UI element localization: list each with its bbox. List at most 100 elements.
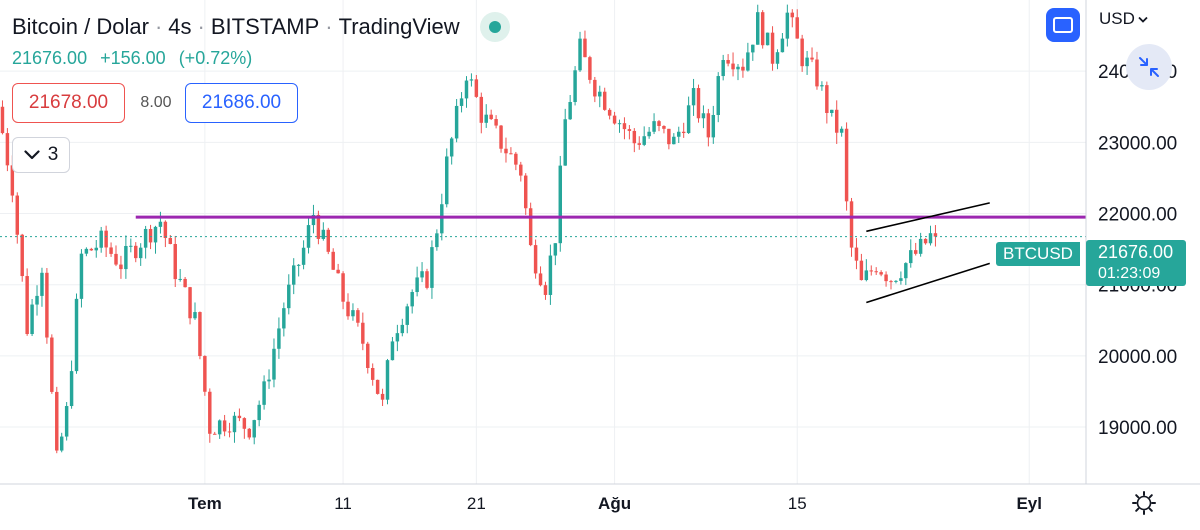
candle-body	[346, 301, 350, 317]
exchange-label: BITSTAMP	[210, 14, 320, 39]
candle-body	[637, 143, 641, 145]
candle-body	[163, 221, 168, 239]
candle-body	[800, 38, 804, 67]
candle-body	[805, 57, 809, 67]
candle-body	[134, 245, 138, 259]
candle-body	[479, 96, 484, 123]
time-tick-label: 11	[334, 494, 352, 513]
time-tick-label: 15	[788, 494, 807, 513]
candle-body	[138, 247, 143, 259]
candle-body	[15, 195, 20, 235]
candle-body	[775, 52, 780, 64]
candle-body	[686, 105, 691, 134]
candle-body	[178, 278, 182, 280]
last-price-tag-value: 21676.00	[1098, 242, 1174, 262]
candle-body	[405, 306, 409, 325]
candle-body	[143, 228, 148, 248]
candle-body	[410, 292, 414, 307]
candle-body	[173, 243, 177, 280]
symbol-name: Bitcoin / Dolar	[12, 14, 149, 39]
candle-body	[425, 271, 429, 288]
candle-body	[519, 164, 523, 176]
candle-body	[667, 128, 671, 145]
candle-body	[528, 208, 533, 246]
candle-body	[10, 165, 15, 196]
candle-body	[849, 201, 854, 248]
candle-body	[706, 113, 711, 138]
candle-body	[834, 109, 839, 133]
candle-body	[158, 221, 163, 227]
candle-body	[262, 381, 266, 405]
candle-body	[864, 270, 869, 281]
candle-body	[830, 109, 834, 114]
time-tick-label: Tem	[188, 494, 222, 513]
candle-body	[94, 247, 98, 251]
candle-body	[316, 214, 321, 239]
candle-body	[677, 131, 681, 137]
candle-body	[445, 156, 449, 205]
candle-body	[484, 114, 488, 123]
candle-body	[489, 114, 493, 120]
candle-body	[869, 270, 873, 272]
candle-body	[40, 272, 44, 296]
candle-body	[59, 436, 64, 451]
sell-button[interactable]: 21678.00	[12, 83, 125, 123]
candle-body	[844, 128, 849, 202]
time-axis: Tem 11 21 Ağu 15 Eyl	[188, 494, 1042, 513]
candle-body	[612, 115, 617, 124]
collapse-arrows-icon[interactable]	[1126, 44, 1172, 90]
candle-body	[548, 255, 553, 295]
candle-body	[790, 12, 795, 18]
candle-body	[306, 225, 311, 248]
candle-body	[84, 248, 89, 254]
candle-body	[909, 250, 913, 264]
separator-dot: ·	[325, 14, 333, 39]
candle-body	[129, 245, 133, 247]
candle-body	[523, 175, 528, 209]
candle-body	[341, 273, 345, 302]
candle-body	[440, 204, 444, 234]
candle-body	[469, 79, 474, 81]
candle-body	[711, 114, 716, 138]
candle-body	[69, 371, 74, 407]
drawings-layer	[135, 202, 1086, 304]
candle-body	[50, 337, 54, 392]
candle-body	[839, 128, 844, 133]
candle-body	[356, 310, 360, 323]
candle-body	[227, 431, 232, 433]
candle-body	[509, 153, 513, 155]
candle-body	[153, 226, 158, 243]
candle-body	[558, 165, 563, 244]
candle-body	[267, 379, 271, 382]
candle-body	[657, 121, 661, 126]
candle-body	[45, 272, 49, 338]
channel-trendline	[866, 202, 990, 233]
candle-body	[726, 59, 730, 64]
candle-body	[499, 125, 503, 149]
fullscreen-icon[interactable]	[1046, 8, 1080, 42]
candle-body	[242, 418, 247, 429]
candle-body	[672, 136, 676, 145]
candle-body	[607, 109, 612, 116]
candle-body	[74, 298, 79, 372]
live-dot-icon	[479, 12, 510, 42]
candle-body	[55, 391, 59, 451]
candle-body	[188, 287, 192, 319]
candle-body	[602, 91, 607, 110]
candle-body	[879, 272, 883, 275]
candle-body	[459, 98, 464, 106]
symbol-header[interactable]: Bitcoin / Dolar · 4s · BITSTAMP · Tradin…	[12, 12, 510, 42]
candle-body	[696, 88, 701, 119]
candle-body	[222, 420, 227, 432]
candle-body	[918, 238, 923, 254]
buy-button[interactable]: 21686.00	[185, 83, 298, 123]
currency-selector[interactable]: USD	[1099, 9, 1148, 29]
settings-gear-icon[interactable]	[1130, 489, 1158, 517]
candle-body	[825, 85, 829, 114]
candle-body	[760, 12, 765, 46]
candle-body	[859, 260, 864, 281]
candle-body	[0, 106, 5, 134]
indicators-toggle[interactable]: 3	[12, 137, 70, 173]
spread-value: 8.00	[140, 94, 172, 111]
candles-layer	[0, 4, 938, 454]
